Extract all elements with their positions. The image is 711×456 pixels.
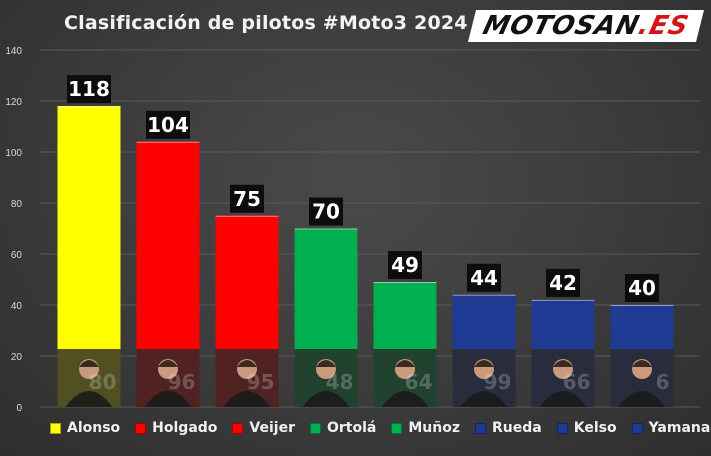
rider-hair-icon	[237, 360, 257, 367]
chart-title: Clasificación de pilotos #Moto3 2024	[64, 12, 468, 34]
legend-item: Ortolá	[309, 420, 377, 436]
data-label-box	[67, 75, 111, 104]
data-label: 70	[312, 200, 340, 224]
legend-swatch	[631, 422, 643, 434]
legend-item: Kelso	[556, 420, 617, 436]
data-label-box	[388, 251, 422, 280]
legend-item: Rueda	[475, 420, 542, 436]
rider-number: 6	[656, 370, 670, 394]
data-label: 118	[68, 77, 110, 101]
legend-item: Yamanaka	[631, 420, 711, 436]
y-tick-label: 0	[16, 403, 22, 414]
legend-swatch	[391, 422, 403, 434]
rider-body-icon	[144, 391, 192, 407]
legend-item: Holgado	[135, 420, 217, 436]
rider-hair-icon	[158, 360, 178, 367]
legend-swatch	[135, 422, 147, 434]
y-tick-label: 60	[11, 250, 23, 261]
data-label: 104	[147, 113, 189, 137]
legend-item: Veijer	[232, 420, 295, 436]
legend-label: Veijer	[249, 420, 295, 436]
legend-label: Holgado	[152, 420, 218, 436]
rider-hair-icon	[553, 360, 573, 367]
legend-item: Muñoz	[391, 420, 460, 436]
legend-label: Yamanaka	[648, 420, 711, 436]
chart-legend: Alonso Holgado Veijer Ortolá Muñoz Rueda Kelso…	[50, 420, 711, 436]
y-tick-label: 100	[5, 148, 22, 159]
rider-body-icon	[539, 391, 587, 407]
rider-hair-icon	[474, 360, 494, 367]
rider-number: 96	[168, 370, 196, 394]
legend-swatch	[50, 422, 61, 434]
data-label-box	[230, 184, 264, 213]
rider-number: 48	[326, 370, 354, 394]
rider-number: 64	[405, 370, 433, 394]
rider-number: 95	[247, 370, 275, 394]
rider-hair-icon	[316, 360, 336, 367]
rider-number: 66	[563, 370, 591, 394]
legend-label: Kelso	[573, 420, 617, 436]
rider-number: 80	[89, 370, 117, 394]
y-tick-label: 140	[5, 46, 22, 57]
rider-body-icon	[302, 391, 350, 407]
data-label-box	[309, 197, 343, 226]
data-label: 75	[233, 187, 261, 211]
rider-hair-icon	[632, 360, 652, 367]
y-tick-label: 120	[5, 97, 22, 108]
data-label: 42	[549, 271, 577, 295]
data-label-box	[467, 263, 501, 292]
legend-swatch	[475, 422, 486, 434]
data-label: 40	[628, 276, 656, 300]
rider-hair-icon	[79, 360, 99, 367]
legend-label: Muñoz	[408, 420, 460, 436]
data-label: 44	[470, 266, 498, 290]
y-tick-label: 40	[11, 301, 23, 312]
rider-body-icon	[223, 391, 271, 407]
data-label: 49	[391, 253, 419, 277]
legend-label: Rueda	[492, 420, 542, 436]
legend-label: Ortolá	[326, 420, 377, 436]
rider-body-icon	[381, 391, 429, 407]
data-label-box	[625, 274, 659, 302]
data-label-box	[146, 110, 190, 139]
legend-swatch	[556, 422, 568, 434]
y-tick-label: 20	[11, 352, 23, 363]
legend-item: Alonso	[50, 420, 120, 436]
legend-swatch	[232, 422, 244, 434]
y-tick-label: 80	[11, 199, 23, 210]
legend-swatch	[309, 422, 321, 434]
rider-body-icon	[65, 391, 113, 407]
rider-number: 99	[484, 370, 512, 394]
data-label-box	[546, 268, 580, 297]
rider-body-icon	[460, 391, 508, 407]
rider-hair-icon	[395, 360, 415, 367]
rider-body-icon	[618, 391, 666, 407]
legend-label: Alonso	[67, 420, 121, 436]
